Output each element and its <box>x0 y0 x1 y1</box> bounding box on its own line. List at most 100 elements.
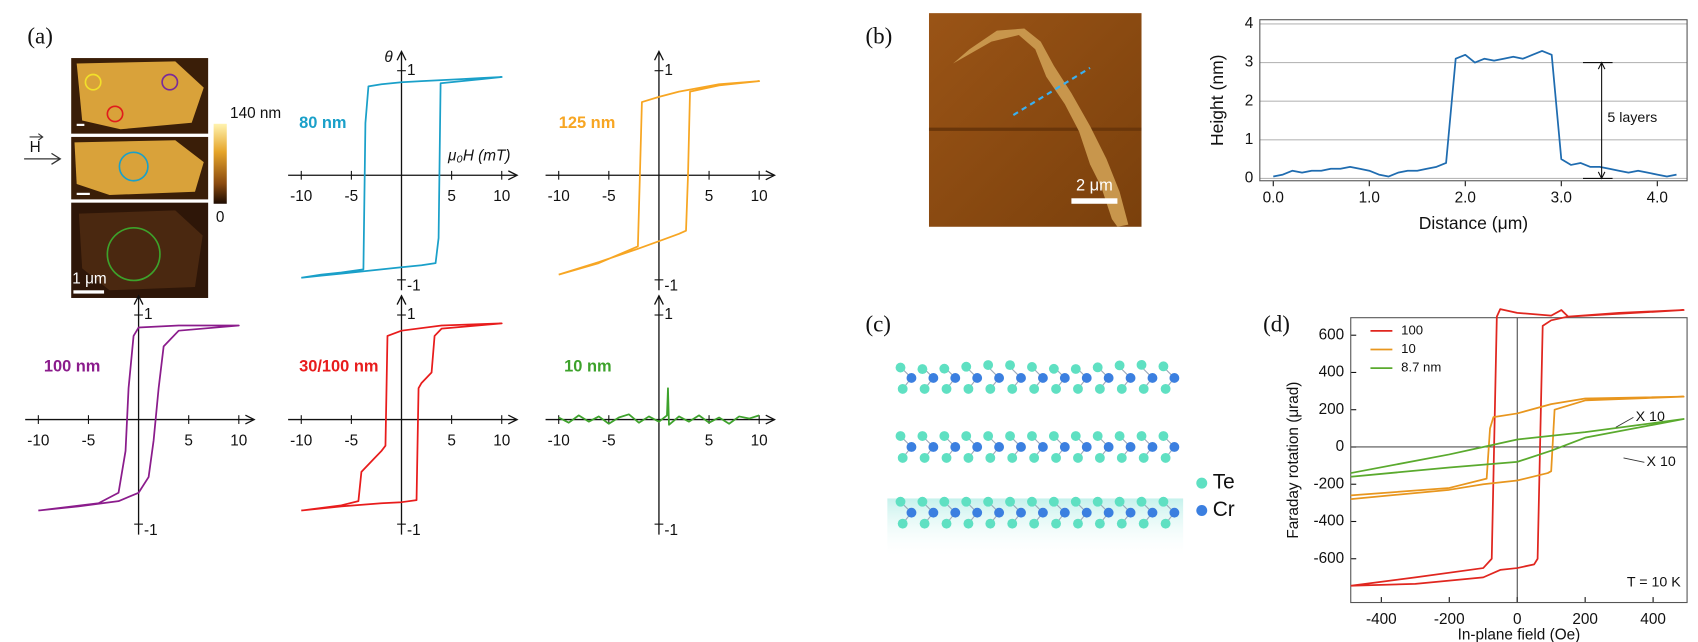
y-axis-label: Faraday rotation (μrad) <box>1285 382 1302 539</box>
te-atom <box>1116 383 1127 394</box>
x-tick-label: 10 <box>230 433 247 450</box>
te-atom <box>1007 518 1018 529</box>
x-tick-label: 5 <box>447 433 456 450</box>
te-atom <box>1158 431 1169 441</box>
te-atom <box>963 383 974 394</box>
scale-bar-label: 1 μm <box>72 270 106 287</box>
layer-arrow <box>1582 61 1613 180</box>
te-atom <box>1136 431 1147 441</box>
te-atom <box>1029 383 1040 394</box>
te-atom <box>1027 431 1037 441</box>
series-label: 125 nm <box>559 114 616 132</box>
te-atom <box>985 383 996 394</box>
te-atom <box>1138 452 1149 463</box>
y-axis-label: Height (nm) <box>1207 54 1227 146</box>
panel-label: (a) <box>27 24 53 49</box>
data-line <box>558 387 760 426</box>
crystal-structure <box>887 359 1184 559</box>
te-atom <box>917 431 928 441</box>
te-atom <box>1116 452 1127 463</box>
y-tick-label: 1 <box>144 306 153 323</box>
x-tick-label: 10 <box>751 433 768 450</box>
colorbar-min: 0 <box>216 209 225 226</box>
te-atom <box>1092 362 1103 373</box>
legend-label: 100 <box>1401 322 1423 337</box>
cr-atom <box>994 373 1005 383</box>
legend-swatch <box>1196 477 1208 489</box>
x-axis-label: In-plane field (Oe) <box>1458 626 1581 642</box>
te-atom <box>1048 431 1059 441</box>
legend-label: Te <box>1213 471 1235 494</box>
x-tick-label: -10 <box>548 188 570 205</box>
te-atom <box>1094 518 1105 529</box>
cr-atom <box>1016 507 1026 518</box>
cr-atom <box>1125 442 1136 452</box>
y-axis-label: θ <box>384 49 393 66</box>
plot-frame <box>1259 19 1688 182</box>
y-tick-label: -1 <box>664 522 678 539</box>
te-atom <box>897 383 908 394</box>
te-atom <box>1073 383 1083 394</box>
te-atom <box>919 452 930 463</box>
x-tick-label: -5 <box>602 433 616 450</box>
y-tick-label: 1 <box>407 306 416 323</box>
te-atom <box>1048 496 1059 507</box>
te-atom <box>895 362 906 373</box>
x-tick-label: -5 <box>345 188 359 205</box>
y-tick-label: 0 <box>1245 169 1254 186</box>
te-atom <box>1005 431 1015 441</box>
cr-atom <box>994 507 1005 518</box>
cr-atom <box>1059 442 1070 452</box>
cr-atom <box>1147 442 1158 452</box>
te-atom <box>1070 364 1081 374</box>
te-atom <box>1007 383 1018 394</box>
te-atom <box>939 363 950 374</box>
y-axis-arrow <box>133 294 144 305</box>
cr-atom <box>1147 373 1158 383</box>
y-tick-label: -1 <box>407 522 421 539</box>
annotation-leader <box>1623 457 1645 463</box>
panel-label: (c) <box>865 312 891 337</box>
cr-atom <box>928 507 939 518</box>
te-atom <box>1092 496 1103 507</box>
annotation-leader <box>1615 417 1634 428</box>
x-tick-label: 4.0 <box>1647 189 1668 206</box>
x-tick-label: -10 <box>290 433 312 450</box>
x-tick-label: -200 <box>1434 611 1465 628</box>
plot-frame <box>1350 317 1688 604</box>
x-tick-label: 5 <box>705 188 714 205</box>
y-tick-label: 1 <box>664 306 673 323</box>
te-atom <box>961 431 972 441</box>
scale-bar-label: 2 μm <box>1076 177 1113 195</box>
y-axis-arrow <box>396 50 407 61</box>
cr-atom <box>906 373 917 383</box>
te-atom <box>941 383 952 394</box>
cr-atom <box>928 442 939 452</box>
te-atom <box>985 518 996 529</box>
te-atom <box>1158 361 1169 372</box>
cr-atom <box>906 507 917 518</box>
te-atom <box>917 364 928 375</box>
x-tick-label: 10 <box>751 188 768 205</box>
y-tick-label: -1 <box>144 522 158 539</box>
x-axis-arrow <box>508 414 519 425</box>
te-atom <box>1116 518 1127 529</box>
te-atom <box>895 431 906 441</box>
te-atom <box>1073 452 1083 463</box>
cr-atom <box>1103 442 1114 452</box>
cr-atom <box>1081 507 1092 518</box>
x-axis-arrow <box>245 414 256 425</box>
cr-atom <box>906 442 917 452</box>
cr-atom <box>972 507 983 518</box>
te-atom <box>1027 362 1037 372</box>
cr-atom <box>1037 442 1048 452</box>
cr-atom <box>1037 373 1048 383</box>
cr-atom <box>928 373 939 383</box>
te-atom <box>917 496 928 507</box>
x-tick-label: -10 <box>290 188 312 205</box>
te-atom <box>963 518 974 529</box>
afm-images <box>24 58 227 298</box>
cr-atom <box>1125 373 1136 383</box>
